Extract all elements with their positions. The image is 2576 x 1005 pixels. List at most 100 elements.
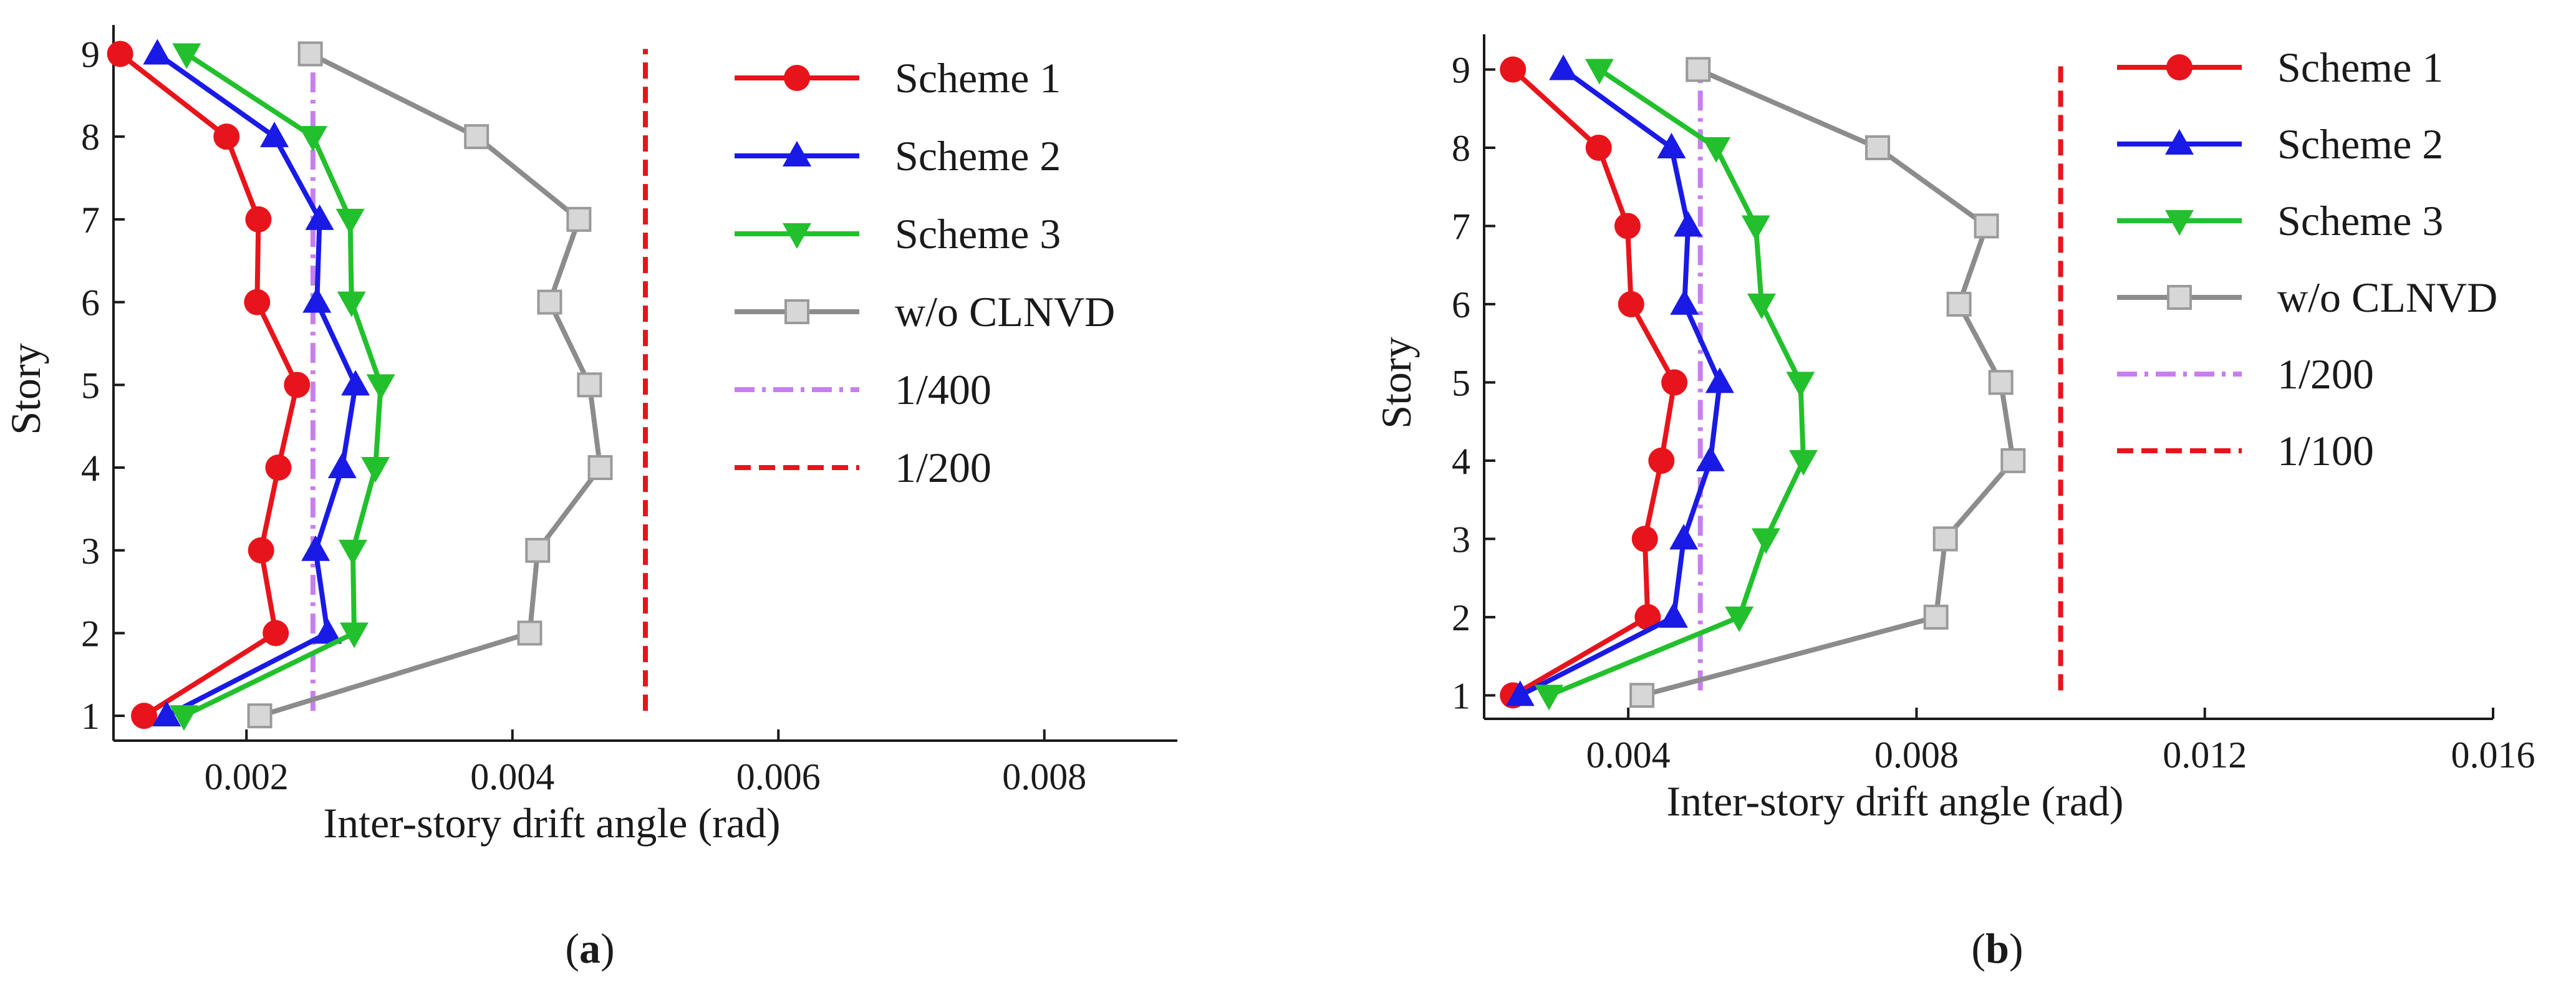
panel-b-series-3 (1535, 59, 1818, 711)
panel-a-data-point (335, 208, 365, 234)
panel-b-y-tick-label: 9 (1452, 49, 1470, 90)
panel-b-data-point (1705, 367, 1734, 393)
panel-a-legend-entry: Scheme 1 (735, 54, 1061, 102)
panel-a-data-point (525, 537, 551, 563)
panel-a-data-point (297, 41, 323, 67)
panel-b-y-tick-label: 5 (1452, 362, 1470, 403)
panel-a-data-point (301, 535, 330, 561)
panel-b-legend-marker (2165, 210, 2194, 236)
panel-b-data-point (1686, 57, 1711, 82)
panel-a-y-tick-label: 9 (81, 34, 100, 75)
panel-b-data-point (1648, 447, 1675, 474)
panel-b-data-point (1634, 603, 1661, 630)
panel-b-data-point (1747, 293, 1776, 319)
panel-a-data-point (248, 537, 274, 564)
panel-b-y-tick-label: 2 (1452, 597, 1470, 638)
caption-b-label: b (1985, 925, 2009, 972)
panel-a-data-point (263, 620, 289, 647)
panel-b-data-point (1659, 602, 1688, 628)
panel-b-data-point (1741, 215, 1770, 241)
panel-b-series-line (1518, 67, 1722, 698)
caption-a-open: ( (565, 925, 579, 972)
panel-a-data-point (152, 701, 181, 727)
panel-a-data-point (143, 39, 172, 65)
panel-b-data-point (1974, 213, 1999, 239)
panel-b-legend-label: Scheme 1 (2277, 44, 2443, 91)
panel-a-y-tick-label: 8 (81, 117, 100, 158)
panel-b-series-1 (1500, 56, 1688, 709)
panel-a-data-point (298, 126, 327, 152)
panel-b-data-point (1505, 680, 1535, 706)
panel-a-data-point (170, 705, 199, 731)
panel-a-legend-entry: w/o CLNVD (735, 288, 1115, 335)
panel-b-y-tick-label: 8 (1452, 128, 1470, 169)
panel-a-data-point (341, 370, 370, 396)
panel-b-data-point (1751, 528, 1780, 554)
panel-a-data-point (566, 206, 592, 232)
panel-a-data-point (313, 618, 342, 644)
panel-b-series-line (1511, 67, 1677, 698)
panel-a-data-point (284, 372, 311, 398)
panel-b-data-point (1788, 450, 1818, 476)
panel-a-series-line (118, 52, 300, 718)
panel-a-legend-entry: 1/400 (735, 366, 991, 413)
panel-b-data-point (1674, 211, 1703, 237)
panel-a-legend-label: w/o CLNVD (895, 288, 1115, 335)
caption-b-open: ( (1971, 925, 1985, 972)
panel-a-legend-entry: Scheme 3 (735, 210, 1061, 257)
panel-a-data-point (361, 457, 390, 483)
panel-a-legend-label: Scheme 3 (895, 210, 1061, 257)
panel-a-legend-label: Scheme 1 (895, 54, 1061, 102)
panel-a-x-tick-label: 0.008 (1002, 756, 1086, 797)
panel-a-legend-label: 1/400 (895, 366, 991, 413)
caption-a-close: ) (601, 925, 615, 972)
panel-b-legend-entry: w/o CLNVD (2117, 274, 2497, 321)
panel-b-data-point (1535, 685, 1564, 711)
panel-b-legend-entry: 1/200 (2117, 350, 2374, 398)
panel-b-data-point (1614, 213, 1641, 239)
panel-b-data-point (1669, 524, 1699, 550)
panel-b-x-tick-label: 0.008 (1874, 734, 1959, 776)
panel-a-x-axis-label: Inter-story drift angle (rad) (323, 799, 780, 847)
panel-b-data-point (1923, 604, 1949, 630)
panel-a-x-tick-label: 0.006 (736, 756, 821, 797)
panel-a-data-point (339, 622, 369, 648)
panel-b-data-point (1631, 526, 1658, 552)
panel-a-y-tick-label: 1 (81, 696, 100, 737)
panel-b-data-point (1549, 54, 1578, 80)
panel-b-data-point (1786, 372, 1815, 398)
panel-a: 0.002 0.004 0.006 0.008 1 2 3 4 5 6 7 8 9 Inter-story… (2, 25, 1177, 847)
panel-b-series-4 (1629, 57, 2026, 708)
panel-b-data-point (1629, 683, 1655, 708)
panel-b-legend-label: w/o CLNVD (2277, 274, 2497, 321)
panel-b-legend-label: 1/100 (2277, 427, 2374, 474)
panel-a-series-2 (143, 39, 370, 727)
panel-b-data-point (1696, 445, 1725, 471)
panel-a-data-point (172, 43, 201, 69)
panel-b-data-point (1618, 291, 1644, 317)
caption-b: (b) (1971, 925, 2023, 972)
panel-b-data-point (1988, 370, 2014, 395)
panel-a-y-tick-label: 6 (81, 282, 100, 324)
panel-a-legend-label: 1/200 (895, 444, 991, 491)
panel-a-series-4 (247, 41, 613, 729)
panel-b-y-tick-label: 4 (1452, 441, 1470, 482)
panel-b-data-point (1657, 132, 1686, 158)
caption-a-label: a (579, 925, 601, 972)
panel-b-data-point (1661, 369, 1688, 396)
panel-b-legend-label: Scheme 2 (2277, 120, 2443, 168)
panel-a-legend-marker (784, 299, 809, 324)
panel-b-legend-entry: Scheme 3 (2117, 197, 2443, 244)
panel-b-data-point (1500, 56, 1527, 83)
caption-b-close: ) (2009, 925, 2024, 972)
panel-b-data-point (1932, 526, 1958, 552)
panel-b-y-tick-label: 7 (1452, 206, 1470, 247)
panel-a-data-point (577, 372, 602, 398)
panel-a-y-tick-label: 3 (81, 531, 100, 572)
panel-a-data-point (302, 287, 332, 313)
panel-b-legend-entry: 1/100 (2117, 427, 2374, 474)
panel-a-data-point (107, 41, 133, 67)
panel-b-x-axis-label: Inter-story drift angle (rad) (1666, 777, 2123, 825)
